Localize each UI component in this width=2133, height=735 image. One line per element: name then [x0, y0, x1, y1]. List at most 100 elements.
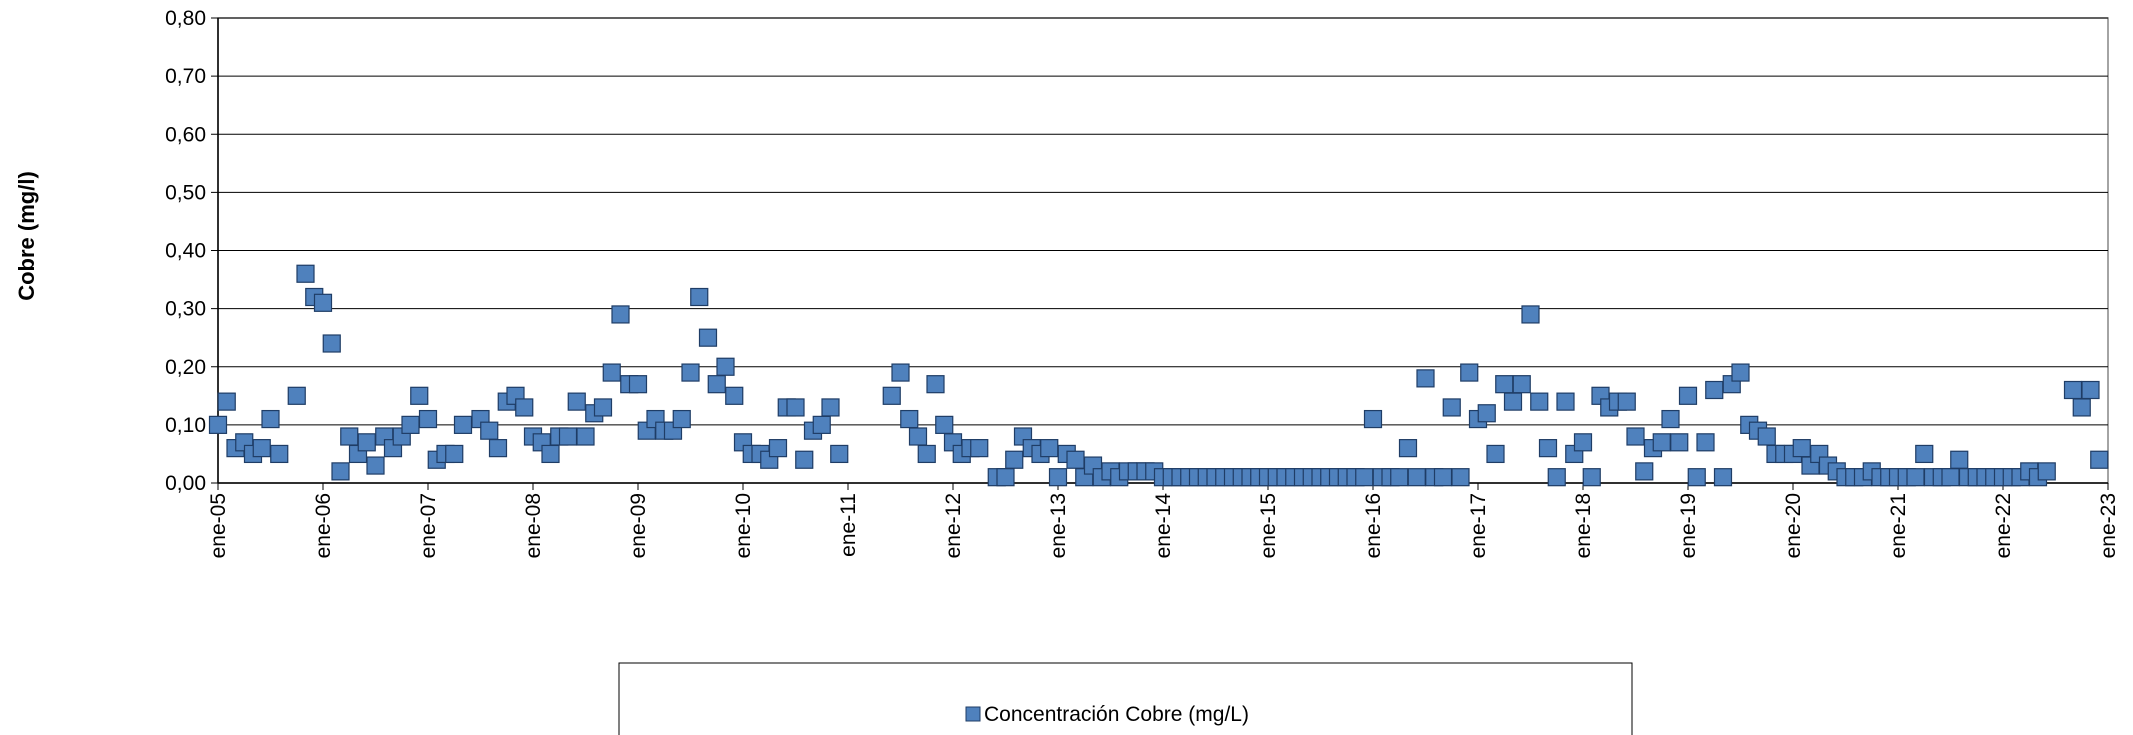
data-point	[1442, 398, 1461, 417]
data-point	[628, 375, 648, 394]
data-point	[2063, 380, 2083, 400]
y-tick-label: 0,00	[165, 472, 206, 495]
data-point	[252, 439, 271, 458]
data-point	[270, 444, 289, 464]
x-tick-label: ene-09	[627, 493, 650, 558]
data-point	[1040, 439, 1059, 458]
data-point	[891, 363, 910, 382]
data-point	[1757, 427, 1776, 446]
data-point	[1652, 433, 1671, 452]
data-point	[488, 439, 508, 458]
data-point	[1460, 363, 1479, 382]
data-point	[357, 433, 376, 452]
y-tick-label: 0,70	[165, 65, 206, 88]
data-point	[908, 427, 928, 446]
data-point	[716, 357, 735, 376]
data-point	[1661, 409, 1680, 429]
data-point	[672, 409, 691, 429]
data-point	[217, 392, 236, 411]
legend-label: Concentración Cobre (mg/L)	[984, 703, 1249, 726]
data-point	[1906, 468, 1925, 487]
x-tick-label: ene-23	[2097, 493, 2120, 558]
data-point	[401, 415, 420, 434]
data-point	[2081, 380, 2100, 400]
data-point	[1355, 468, 1374, 487]
data-point	[576, 427, 595, 446]
data-point	[935, 415, 954, 434]
data-point	[1407, 468, 1426, 487]
data-point	[996, 468, 1015, 487]
data-point	[2090, 450, 2109, 469]
data-point	[882, 386, 901, 405]
data-point	[541, 444, 560, 464]
data-point	[1416, 369, 1435, 388]
x-tick-label: ene-21	[1887, 493, 1910, 558]
x-tick-label: ene-20	[1782, 493, 1805, 558]
data-point	[1005, 450, 1024, 469]
x-tick-label: ene-11	[837, 493, 860, 557]
data-point	[812, 415, 831, 434]
data-point	[1048, 468, 1068, 487]
data-point	[1398, 439, 1418, 458]
x-tick-label: ene-08	[522, 493, 545, 558]
data-point	[322, 334, 341, 353]
data-point	[1512, 375, 1531, 394]
data-point	[1635, 462, 1654, 481]
x-tick-label: ene-14	[1152, 493, 1175, 559]
data-point	[1950, 450, 1969, 469]
data-point	[287, 386, 306, 405]
data-point	[1547, 468, 1566, 487]
data-point	[593, 398, 613, 417]
data-point	[795, 450, 814, 469]
x-tick-label: ene-10	[732, 493, 755, 558]
data-point	[926, 375, 945, 394]
data-point	[331, 462, 350, 481]
data-point	[768, 439, 788, 458]
data-point	[340, 427, 359, 446]
y-tick-label: 0,40	[165, 240, 206, 263]
legend-box	[618, 662, 1633, 735]
y-tick-label: 0,10	[165, 414, 206, 437]
data-point	[830, 444, 849, 464]
data-point	[725, 386, 744, 405]
data-point	[453, 415, 473, 434]
x-tick-label: ene-06	[312, 493, 335, 558]
x-tick-label: ene-05	[207, 493, 230, 558]
y-axis-label: Cobre (mg/l)	[14, 171, 39, 301]
data-point	[1363, 409, 1383, 429]
x-tick-label: ene-12	[942, 493, 965, 558]
data-point	[602, 363, 621, 382]
data-point	[1617, 392, 1636, 411]
data-point	[1486, 444, 1505, 464]
data-point	[1495, 375, 1514, 394]
data-point	[821, 398, 840, 417]
data-point	[1941, 468, 1960, 487]
data-point	[1538, 439, 1558, 458]
data-point	[970, 439, 989, 458]
y-tick-label: 0,80	[165, 7, 206, 30]
data-point	[681, 363, 700, 382]
y-tick-label: 0,50	[165, 181, 206, 204]
data-point	[445, 444, 464, 464]
x-tick-label: ene-22	[1992, 493, 2015, 558]
data-point	[208, 415, 228, 434]
data-point	[1582, 468, 1601, 487]
data-point	[567, 392, 586, 411]
data-point	[1503, 392, 1523, 411]
data-point	[1433, 468, 1453, 487]
data-point	[313, 293, 333, 312]
data-point	[410, 386, 429, 405]
data-point	[917, 444, 936, 464]
data-point	[611, 305, 630, 324]
x-tick-label: ene-17	[1467, 493, 1490, 558]
y-tick-label: 0,20	[165, 356, 206, 379]
x-tick-label: ene-18	[1572, 493, 1595, 558]
x-tick-label: ene-13	[1047, 493, 1070, 558]
data-point	[1687, 468, 1706, 487]
data-point	[515, 398, 534, 417]
data-point	[1556, 392, 1575, 411]
data-point	[1477, 404, 1496, 423]
data-point	[1521, 305, 1540, 324]
data-point	[1696, 433, 1715, 452]
